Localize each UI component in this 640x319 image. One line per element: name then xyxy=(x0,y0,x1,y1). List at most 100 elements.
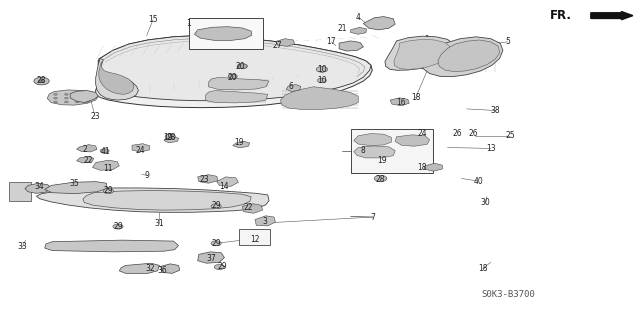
Text: 40: 40 xyxy=(473,176,483,186)
Polygon shape xyxy=(45,182,106,194)
Text: 5: 5 xyxy=(506,37,511,46)
Polygon shape xyxy=(161,264,180,273)
Text: 7: 7 xyxy=(371,212,375,222)
Polygon shape xyxy=(280,87,358,109)
Circle shape xyxy=(54,97,58,99)
Polygon shape xyxy=(45,240,179,252)
Text: 19: 19 xyxy=(234,137,244,147)
Circle shape xyxy=(86,101,90,103)
Circle shape xyxy=(316,67,328,72)
Text: 36: 36 xyxy=(157,266,168,275)
Polygon shape xyxy=(205,91,268,103)
Text: 29: 29 xyxy=(212,201,221,210)
Text: 33: 33 xyxy=(17,242,28,251)
Text: 3: 3 xyxy=(262,217,267,226)
Polygon shape xyxy=(70,91,99,103)
Circle shape xyxy=(374,175,387,182)
Text: 10: 10 xyxy=(317,65,327,74)
Text: 12: 12 xyxy=(250,235,260,244)
Bar xyxy=(9,182,31,201)
Text: 29: 29 xyxy=(104,186,113,195)
Polygon shape xyxy=(96,58,138,100)
Text: S0K3-B3700: S0K3-B3700 xyxy=(481,290,535,299)
Text: 4: 4 xyxy=(356,13,361,22)
Text: 29: 29 xyxy=(113,222,123,231)
Text: 24: 24 xyxy=(136,146,145,155)
Polygon shape xyxy=(132,144,150,152)
Polygon shape xyxy=(354,134,392,145)
Polygon shape xyxy=(198,252,225,263)
Circle shape xyxy=(34,77,49,85)
Polygon shape xyxy=(424,163,442,171)
Text: 23: 23 xyxy=(199,175,209,184)
Text: 26: 26 xyxy=(453,129,463,138)
Circle shape xyxy=(65,101,68,103)
Text: 26: 26 xyxy=(468,129,477,138)
Text: FR.: FR. xyxy=(550,9,572,22)
Text: 19: 19 xyxy=(163,133,173,142)
Text: 24: 24 xyxy=(417,129,427,138)
Text: 1: 1 xyxy=(186,19,191,28)
Bar xyxy=(189,19,262,49)
Text: 25: 25 xyxy=(505,131,515,140)
Circle shape xyxy=(100,149,109,153)
Text: 20: 20 xyxy=(236,62,245,71)
Circle shape xyxy=(65,93,68,95)
Text: 18: 18 xyxy=(411,93,420,102)
Polygon shape xyxy=(164,137,179,143)
Circle shape xyxy=(165,134,175,139)
Circle shape xyxy=(38,79,45,83)
Text: 32: 32 xyxy=(145,264,155,273)
Circle shape xyxy=(211,241,221,246)
Polygon shape xyxy=(233,141,250,148)
Text: 11: 11 xyxy=(104,165,113,174)
Polygon shape xyxy=(77,156,94,163)
Circle shape xyxy=(237,64,247,69)
Polygon shape xyxy=(354,146,395,158)
Text: 28: 28 xyxy=(36,76,46,85)
Circle shape xyxy=(76,101,79,103)
Circle shape xyxy=(54,101,58,103)
Text: 2: 2 xyxy=(83,145,87,154)
Polygon shape xyxy=(390,98,409,106)
Polygon shape xyxy=(36,188,269,212)
Text: 16: 16 xyxy=(396,98,406,107)
Polygon shape xyxy=(209,77,269,90)
Polygon shape xyxy=(385,36,454,70)
Circle shape xyxy=(228,74,237,78)
Text: 13: 13 xyxy=(486,144,495,153)
Polygon shape xyxy=(93,160,119,170)
Text: 14: 14 xyxy=(220,182,229,191)
Text: 31: 31 xyxy=(155,219,164,228)
Circle shape xyxy=(86,97,90,99)
Polygon shape xyxy=(96,35,372,108)
Text: 28: 28 xyxy=(167,133,176,142)
Polygon shape xyxy=(351,27,367,34)
Text: 27: 27 xyxy=(273,41,282,50)
Circle shape xyxy=(113,224,123,229)
Polygon shape xyxy=(198,175,218,183)
Text: 21: 21 xyxy=(337,24,347,33)
Text: 8: 8 xyxy=(360,145,365,154)
Polygon shape xyxy=(99,62,134,94)
Polygon shape xyxy=(364,17,395,30)
Circle shape xyxy=(214,264,225,270)
Text: 29: 29 xyxy=(218,262,227,271)
Text: 18: 18 xyxy=(417,163,427,172)
Text: 28: 28 xyxy=(376,174,385,184)
Polygon shape xyxy=(195,27,252,41)
Polygon shape xyxy=(255,216,275,226)
Text: 15: 15 xyxy=(148,15,158,24)
Circle shape xyxy=(103,189,113,194)
Polygon shape xyxy=(395,135,429,146)
Text: 18: 18 xyxy=(477,264,487,273)
Polygon shape xyxy=(25,183,51,193)
Circle shape xyxy=(54,93,58,95)
Polygon shape xyxy=(286,85,301,92)
Circle shape xyxy=(211,204,221,209)
Polygon shape xyxy=(339,41,364,51)
Polygon shape xyxy=(47,90,99,105)
Text: 37: 37 xyxy=(207,254,216,263)
FancyArrow shape xyxy=(591,11,633,20)
Polygon shape xyxy=(77,145,97,152)
